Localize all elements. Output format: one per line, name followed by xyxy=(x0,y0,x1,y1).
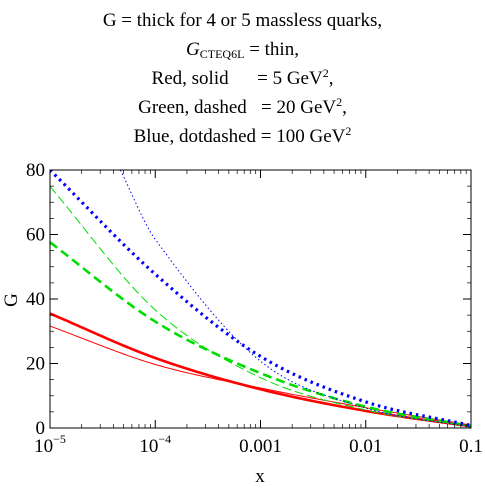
x-tick-label: 0.001 xyxy=(239,436,282,457)
series-line-cteq6l-20 xyxy=(50,186,471,427)
title-line-5: Blue, dotdashed = 100 GeV2 xyxy=(133,124,352,147)
x-tick-label: 10−5 xyxy=(34,432,66,457)
axis-layer: 10−5 10−4 0.001 0.01 0.1 0 20 40 60 80 xyxy=(26,160,483,457)
x-tick-label: 0.1 xyxy=(459,436,483,457)
chart-title: G = thick for 4 or 5 massless quarks, GC… xyxy=(0,6,485,151)
series-line-massless-5 xyxy=(50,312,471,428)
x-axis-label: x xyxy=(255,466,265,487)
y-tick-label: 80 xyxy=(26,160,45,181)
title-line-2: GCTEQ6L = thin, xyxy=(186,39,299,61)
series-line-massless-20 xyxy=(50,241,471,428)
y-tick-label: 60 xyxy=(26,225,45,246)
series-line-massless-100 xyxy=(50,170,471,427)
x-tick-label: 0.01 xyxy=(349,436,382,457)
y-axis-label: G xyxy=(1,293,22,307)
series-line-cteq6l-100 xyxy=(119,170,471,428)
y-tick-label: 0 xyxy=(36,418,46,439)
series-layer xyxy=(50,170,471,428)
y-tick-label: 40 xyxy=(26,289,45,310)
y-tick-label: 20 xyxy=(26,354,45,375)
title-line-1: G = thick for 4 or 5 massless quarks, xyxy=(102,10,383,31)
x-tick-label: 10−4 xyxy=(139,432,171,457)
title-line-3: Red, solid = 5 GeV2, xyxy=(151,66,334,89)
title-line-4: Green, dashed = 20 GeV2, xyxy=(138,95,347,118)
